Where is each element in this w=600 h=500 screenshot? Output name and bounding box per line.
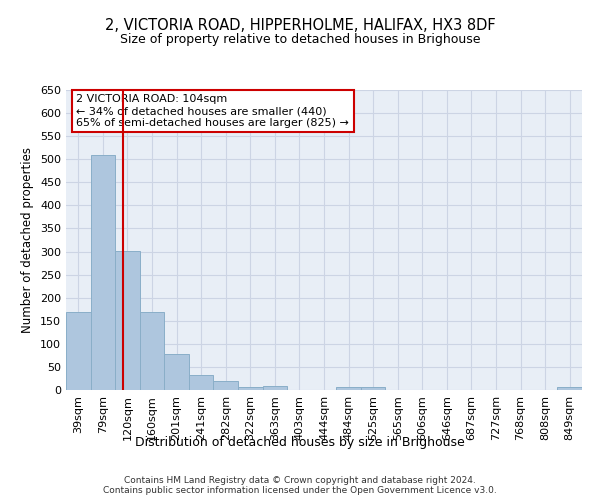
Bar [263, 386, 287, 390]
Bar [164, 354, 189, 390]
Bar [336, 387, 361, 390]
Bar [238, 387, 263, 390]
Y-axis label: Number of detached properties: Number of detached properties [22, 147, 34, 333]
Bar [140, 312, 164, 390]
Bar [115, 250, 140, 390]
Text: 2, VICTORIA ROAD, HIPPERHOLME, HALIFAX, HX3 8DF: 2, VICTORIA ROAD, HIPPERHOLME, HALIFAX, … [104, 18, 496, 32]
Text: Size of property relative to detached houses in Brighouse: Size of property relative to detached ho… [120, 32, 480, 46]
Text: Contains HM Land Registry data © Crown copyright and database right 2024.
Contai: Contains HM Land Registry data © Crown c… [103, 476, 497, 495]
Text: Distribution of detached houses by size in Brighouse: Distribution of detached houses by size … [135, 436, 465, 449]
Bar [66, 312, 91, 390]
Bar [557, 387, 582, 390]
Bar [91, 154, 115, 390]
Bar [361, 387, 385, 390]
Bar [189, 375, 214, 390]
Text: 2 VICTORIA ROAD: 104sqm
← 34% of detached houses are smaller (440)
65% of semi-d: 2 VICTORIA ROAD: 104sqm ← 34% of detache… [76, 94, 349, 128]
Bar [214, 381, 238, 390]
